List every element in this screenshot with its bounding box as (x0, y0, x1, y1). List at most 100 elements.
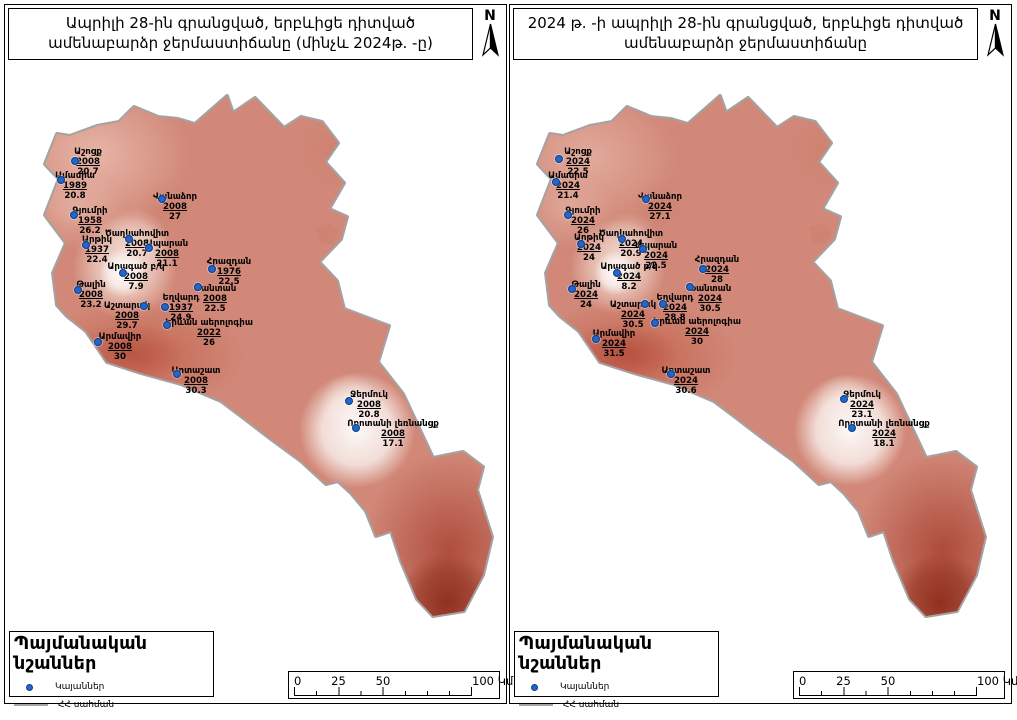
station-value: 23.2 (80, 300, 102, 311)
station-value: 8.2 (621, 282, 637, 293)
station-value: 30.6 (675, 386, 697, 397)
station-name: Աշտարակ (609, 300, 657, 310)
station-dot[interactable] (71, 157, 79, 165)
station-value: 17.1 (382, 439, 404, 450)
station-dot[interactable] (555, 155, 563, 163)
station-label: Ջերմուկ 2008 20.8 (350, 390, 388, 420)
station-dot[interactable] (145, 244, 153, 252)
station-name: Արագած բ/կ (107, 262, 165, 272)
legend-box: Պայմանական նշաններ Կայաններ ՀՀ սահման (9, 631, 214, 710)
station-dot[interactable] (70, 211, 78, 219)
station-label: Որոտանի լեռնանցք 2008 17.1 (347, 419, 439, 449)
station-value: 27 (169, 212, 181, 223)
station-dot[interactable] (173, 370, 181, 378)
station-value: 20.8 (64, 191, 86, 202)
station-dot[interactable] (208, 265, 216, 273)
station-value: 30.3 (185, 386, 207, 397)
station-year: 2024 (574, 290, 598, 301)
station-value: 30.5 (699, 304, 721, 315)
station-value: 27.1 (649, 212, 671, 223)
station-value: 31.5 (603, 349, 625, 360)
legend-item-stations: Կայաններ (519, 682, 714, 692)
station-name: Արագած բ/կ (600, 262, 658, 272)
station-year: 2008 (155, 249, 179, 260)
station-name: Ծաղկահովիտ (104, 229, 170, 239)
map-title: Ապրիլի 28-ին գրանցված, երբևիցե դիտված ամ… (8, 8, 473, 60)
station-dot[interactable] (641, 300, 649, 308)
station-name: Եղվարդ (162, 293, 200, 303)
station-dot[interactable] (158, 195, 166, 203)
station-label: Գյումրի 1958 26.2 (72, 206, 107, 236)
station-year: 1958 (78, 216, 102, 227)
station-year: 2008 (124, 272, 148, 283)
scale-tick-50: 50 (880, 674, 896, 688)
station-year: 2024 (566, 157, 590, 168)
scale-bar: 0 25 50 100 Կմ (288, 671, 513, 699)
station-value: 18.1 (873, 439, 895, 450)
station-dot[interactable] (194, 283, 202, 291)
station-dot[interactable] (848, 424, 856, 432)
station-dot[interactable] (568, 285, 576, 293)
station-dot[interactable] (552, 178, 560, 186)
station-dot[interactable] (667, 370, 675, 378)
station-year: 2008 (163, 202, 187, 213)
scale-tick-25: 25 (836, 674, 851, 688)
station-dot[interactable] (345, 397, 353, 405)
map-panel-2024: Աշոցք 2024 22.5 Ամասիա 2024 21.4 Վանաձոր 2024 27… (509, 4, 1017, 710)
station-dot[interactable] (642, 195, 650, 203)
station-dot[interactable] (161, 303, 169, 311)
station-value: 24 (580, 300, 592, 311)
station-dot[interactable] (352, 424, 360, 432)
north-arrow: N (477, 9, 503, 67)
scale-tick-25: 25 (331, 674, 346, 688)
scale-tick-50: 50 (375, 674, 391, 688)
station-dot[interactable] (119, 269, 127, 277)
station-dot[interactable] (82, 241, 90, 249)
station-value: 22.5 (204, 304, 226, 315)
stations-layer: Աշոցք 2008 20.7 Ամասիա 1989 20.8 Վանաձոր 2008 27… (5, 5, 506, 703)
station-dot[interactable] (140, 302, 148, 310)
station-value: 29.7 (116, 321, 138, 332)
station-dot[interactable] (613, 269, 621, 277)
station-dot[interactable] (699, 265, 707, 273)
station-dot[interactable] (577, 240, 585, 248)
station-dot[interactable] (686, 283, 694, 291)
station-label: Արագած բ/կ 2008 7.9 (107, 262, 164, 292)
station-dot[interactable] (94, 338, 102, 346)
station-label: Արմավիր 2008 30 (99, 332, 142, 362)
station-label: Աշտարակ 2024 30.5 (610, 300, 656, 330)
station-year: 2024 (617, 272, 641, 283)
map-title: 2024 թ. -ի ապրիլի 28-ին գրանցված, երբևից… (513, 8, 978, 60)
armenia-map (536, 94, 987, 618)
station-name: Հրազդան (694, 255, 740, 265)
station-name: Արմավիր (98, 332, 142, 342)
station-name: Որոտանի լեռնանցք (347, 419, 439, 429)
station-year: 2008 (184, 376, 208, 387)
station-dot[interactable] (163, 321, 171, 329)
station-dot[interactable] (651, 319, 659, 327)
station-year: 2024 (648, 202, 672, 213)
station-dot[interactable] (74, 286, 82, 294)
station-dot[interactable] (618, 235, 626, 243)
station-year: 2008 (115, 311, 139, 322)
station-dot[interactable] (592, 335, 600, 343)
scale-tick-100: 100 Կմ (472, 674, 514, 688)
station-dot[interactable] (639, 245, 647, 253)
station-name: Ֆանտան (688, 284, 732, 294)
station-value: 26 (203, 338, 215, 349)
scale-bar: 0 25 50 100 Կմ (793, 671, 1017, 699)
station-label: Արագած բ/կ 2024 8.2 (600, 262, 657, 292)
station-value: 30 (691, 337, 703, 348)
legend-item-stations: Կայաններ (14, 682, 209, 692)
station-label: Ամասիա 2024 21.4 (548, 171, 588, 201)
legend-title: Պայմանական նշաններ (14, 634, 148, 674)
station-year: 2008 (381, 429, 405, 440)
north-label: N (989, 8, 1001, 24)
station-dot[interactable] (125, 235, 133, 243)
station-name: Երևան աերոլոգիա (653, 317, 741, 327)
station-dot[interactable] (659, 300, 667, 308)
station-dot[interactable] (57, 176, 65, 184)
station-dot[interactable] (564, 211, 572, 219)
station-dot[interactable] (840, 395, 848, 403)
station-year: 2024 (698, 294, 722, 305)
